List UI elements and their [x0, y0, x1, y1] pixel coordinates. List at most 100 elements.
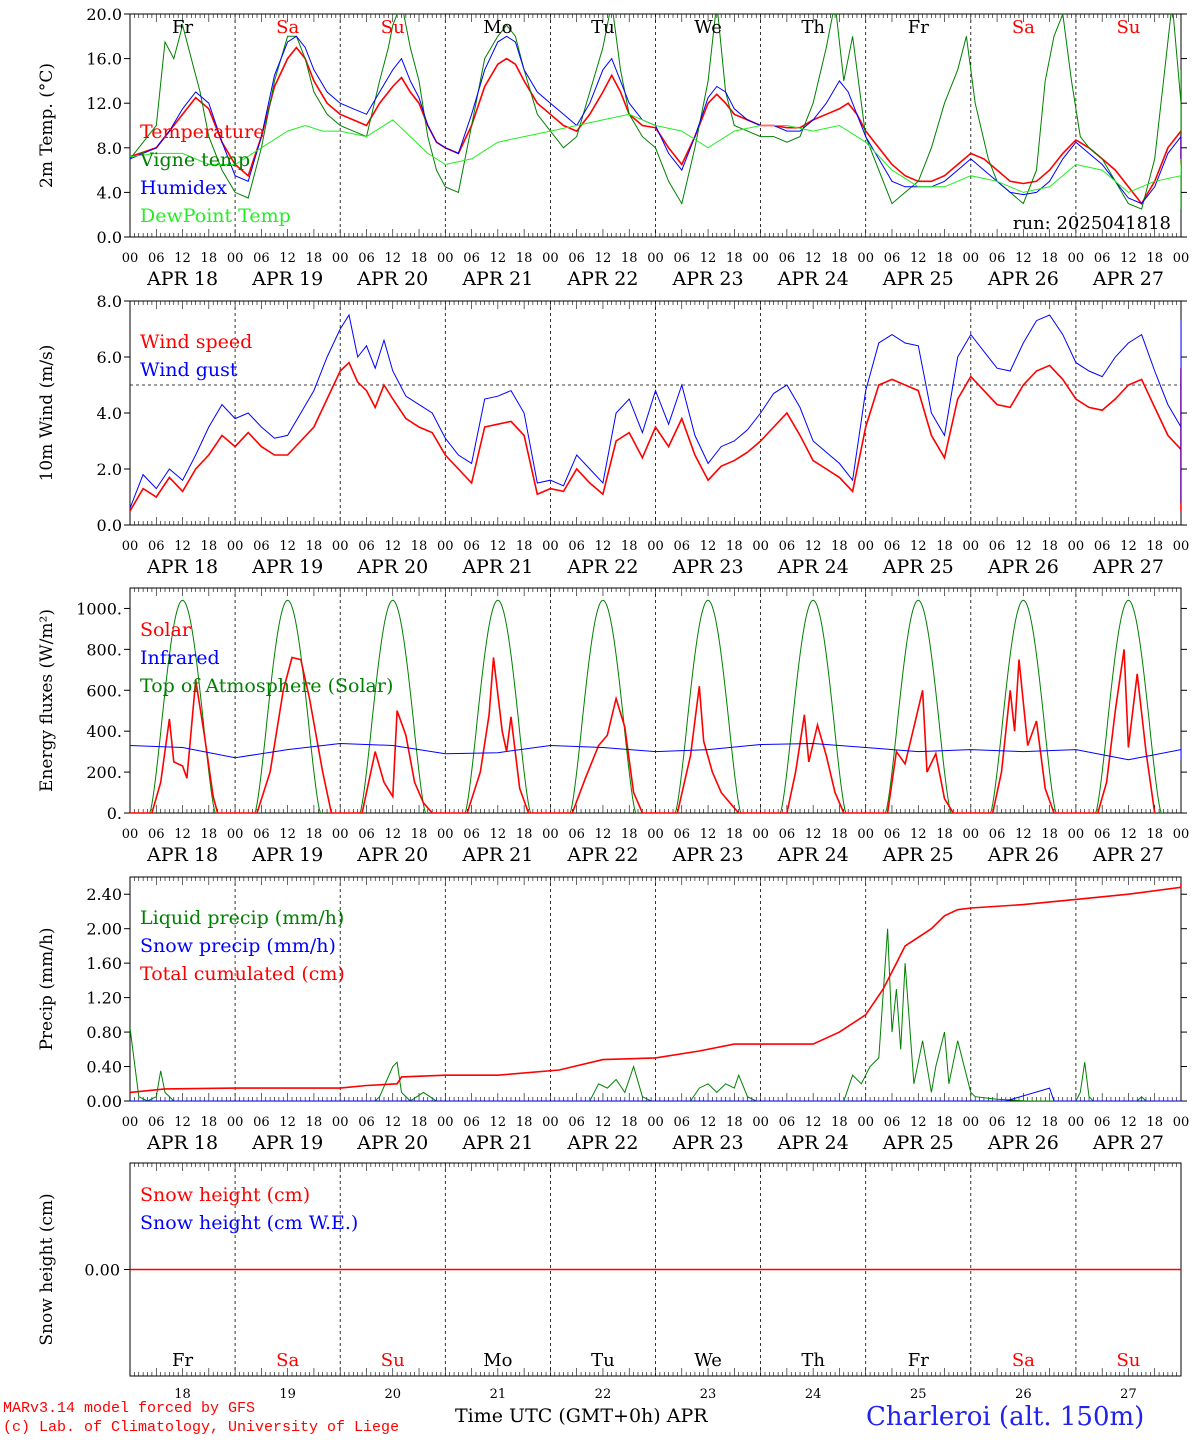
hour-tick-label: 12	[910, 827, 927, 842]
y-tick-label: 6.0	[97, 348, 122, 367]
hour-tick-label: 00	[963, 539, 980, 554]
y-tick-label: 0.40	[86, 1058, 122, 1077]
weekday-label: Tu	[591, 17, 615, 38]
hour-tick-label: 00	[122, 827, 139, 842]
hour-tick-label: 00	[1173, 539, 1190, 554]
legend-entry: Top of Atmosphere (Solar)	[140, 675, 393, 697]
date-label: 19	[279, 1387, 296, 1402]
hour-tick-label: 12	[1015, 1115, 1032, 1130]
panel-wind: 0.0 2.0 4.0 6.0 8.0 10m Wind (m/s) Wind speed W…	[37, 292, 1189, 578]
hour-tick-label: 18	[201, 1115, 218, 1130]
date-label: APR 22	[566, 844, 638, 866]
hour-tick-label: 12	[1120, 251, 1137, 266]
date-label: 22	[595, 1387, 612, 1402]
legend-entry: Vigne temp	[139, 149, 250, 171]
weekday-label: Su	[1116, 1350, 1140, 1371]
weekday-label: Sa	[276, 1350, 299, 1371]
hour-tick-label: 00	[857, 827, 874, 842]
panel-temp: 0.0 4.0 8.0 12.0 16.0 20.0 2m Temp. (°C) Temper…	[37, 5, 1189, 290]
series-humidex	[130, 35, 1181, 205]
hour-tick-label: 12	[910, 251, 927, 266]
hour-tick-label: 12	[1120, 539, 1137, 554]
weekday-label: Su	[381, 1350, 405, 1371]
hour-tick-label: 06	[674, 827, 691, 842]
footer-copyright: (c) Lab. of Climatology, University of L…	[3, 1419, 400, 1436]
hour-tick-label: 12	[279, 539, 296, 554]
date-label: APR 24	[777, 268, 849, 290]
series-total-cumulated-cm-	[130, 883, 1181, 1094]
hour-tick-label: 12	[1120, 827, 1137, 842]
hour-tick-label: 18	[411, 251, 428, 266]
hour-tick-label: 12	[910, 1115, 927, 1130]
hour-tick-label: 06	[674, 1115, 691, 1130]
weekday-label: We	[694, 1350, 722, 1371]
y-tick-label: 400.	[86, 722, 122, 741]
hour-tick-label: 00	[647, 1115, 664, 1130]
date-label: APR 24	[777, 844, 849, 866]
hour-tick-label: 18	[306, 251, 323, 266]
hour-tick-label: 18	[201, 827, 218, 842]
hour-tick-label: 00	[1173, 827, 1190, 842]
date-label: APR 27	[1092, 844, 1164, 866]
date-label: APR 21	[461, 1132, 533, 1154]
hour-tick-label: 00	[963, 827, 980, 842]
hour-tick-label: 18	[726, 1115, 743, 1130]
date-label: APR 25	[882, 268, 954, 290]
hour-tick-label: 06	[463, 251, 480, 266]
date-label: APR 23	[672, 844, 744, 866]
hour-ticks	[129, 301, 1182, 525]
hour-tick-label: 06	[884, 251, 901, 266]
hour-tick-label: 18	[1146, 827, 1163, 842]
y-tick-label: 8.0	[97, 292, 122, 311]
hour-tick-label: 00	[752, 827, 769, 842]
hour-tick-label: 00	[542, 251, 559, 266]
hour-tick-label: 00	[857, 251, 874, 266]
hour-tick-label: 06	[779, 827, 796, 842]
series-vigne-temp	[130, 14, 1181, 210]
hour-tick-label: 18	[411, 827, 428, 842]
hour-tick-label: 06	[989, 827, 1006, 842]
weekday-label: Fr	[908, 1350, 929, 1371]
y-tick-label: 1.60	[86, 954, 122, 973]
hour-tick-label: 06	[989, 251, 1006, 266]
y-tick-label: 4.0	[97, 404, 122, 423]
date-label: 20	[384, 1387, 401, 1402]
hour-tick-label: 12	[490, 539, 507, 554]
y-tick-label: 800.	[86, 640, 122, 659]
date-label: 24	[805, 1387, 822, 1402]
hour-tick-label: 06	[148, 1115, 165, 1130]
hour-tick-label: 06	[779, 539, 796, 554]
hour-tick-label: 00	[1068, 539, 1085, 554]
hour-ticks	[129, 588, 1182, 813]
hour-tick-label: 06	[1094, 827, 1111, 842]
hour-tick-label: 00	[752, 539, 769, 554]
y-tick-label: 0.00	[86, 1092, 122, 1111]
series-group	[130, 883, 1181, 1101]
hour-tick-label: 12	[1015, 539, 1032, 554]
date-label: 21	[490, 1387, 507, 1402]
date-label: APR 25	[882, 556, 954, 578]
weekday-label: Sa	[1012, 1350, 1035, 1371]
hour-tick-label: 06	[358, 827, 375, 842]
hour-tick-label: 00	[122, 251, 139, 266]
date-label: APR 27	[1092, 1132, 1164, 1154]
y-tick-label: 1.20	[86, 989, 122, 1008]
date-label: APR 24	[777, 556, 849, 578]
hour-tick-label: 12	[384, 1115, 401, 1130]
hour-tick-label: 00	[857, 539, 874, 554]
date-label: 18	[174, 1387, 191, 1402]
date-label: APR 27	[1092, 268, 1164, 290]
hour-tick-label: 12	[1120, 1115, 1137, 1130]
date-label: APR 25	[882, 1132, 954, 1154]
weekday-label: Th	[801, 1350, 825, 1371]
panel-frame	[129, 300, 1182, 526]
hour-tick-label: 18	[411, 539, 428, 554]
weekday-label: Su	[1116, 17, 1140, 38]
hour-tick-label: 06	[884, 1115, 901, 1130]
hour-tick-label: 18	[306, 1115, 323, 1130]
run-label: run: 2025041818	[1013, 213, 1171, 234]
date-label: APR 20	[356, 844, 428, 866]
weekday-label: Th	[801, 17, 825, 38]
hour-tick-label: 06	[358, 1115, 375, 1130]
